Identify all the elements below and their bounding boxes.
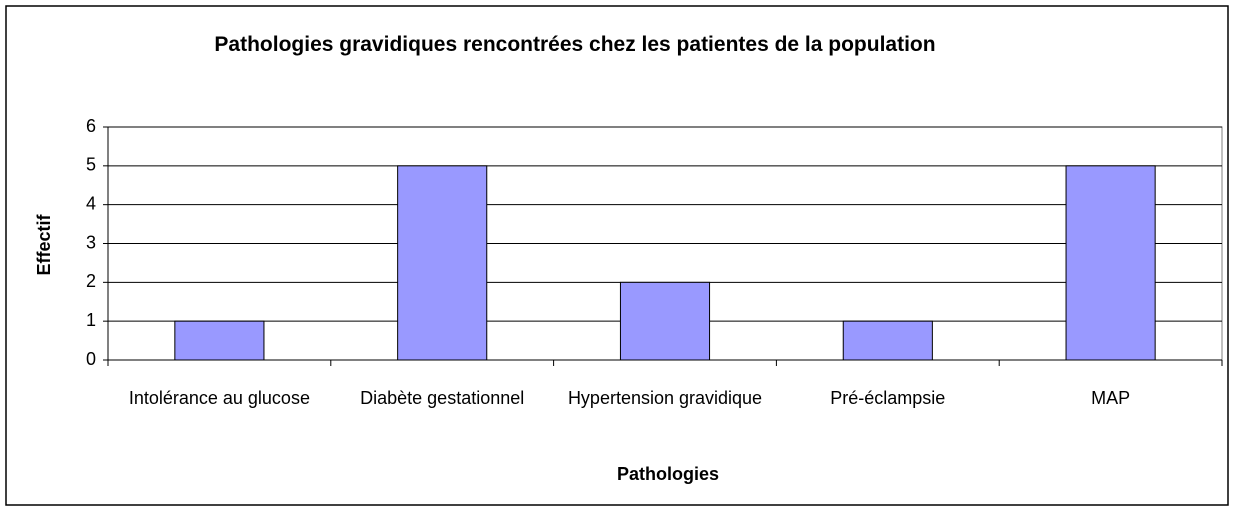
bar <box>619 281 711 361</box>
y-tick-label: 6 <box>86 116 96 136</box>
y-tick-label: 2 <box>86 271 96 291</box>
bar <box>842 320 933 361</box>
bar <box>174 320 265 361</box>
bar <box>397 165 488 361</box>
y-tick-label: 5 <box>86 155 96 175</box>
x-tick-label: Pré-éclampsie <box>830 388 946 408</box>
x-tick-label: MAP <box>1091 388 1131 408</box>
x-axis-label: Pathologies <box>617 464 719 484</box>
y-tick-label: 4 <box>86 193 96 213</box>
chart-title: Pathologies gravidiques rencontrées chez… <box>214 33 936 56</box>
x-tick-label: Diabète gestationnel <box>360 388 525 408</box>
bar <box>1065 165 1156 361</box>
y-tick-label: 1 <box>86 310 96 330</box>
y-tick-label: 3 <box>86 232 96 252</box>
x-tick-label: Hypertension gravidique <box>567 388 763 408</box>
x-tick-label: Intolérance au glucose <box>128 388 310 408</box>
y-tick-label: 0 <box>86 349 96 369</box>
y-axis-label: Effectif <box>34 213 54 275</box>
